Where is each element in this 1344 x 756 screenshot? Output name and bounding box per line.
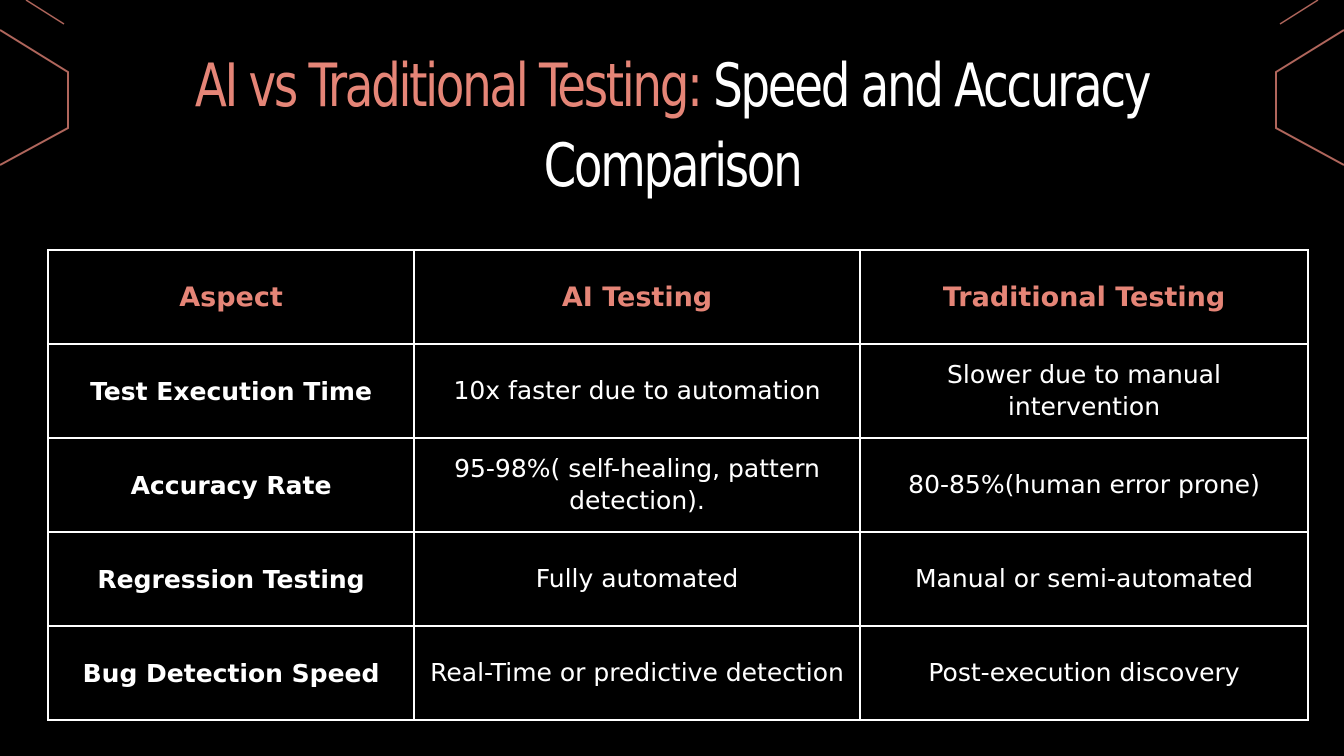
header-ai-testing: AI Testing <box>413 249 861 345</box>
row-aspect: Regression Testing <box>47 531 415 627</box>
table-row: Test Execution Time 10x faster due to au… <box>47 343 1309 439</box>
row-aspect: Test Execution Time <box>47 343 415 439</box>
corner-decoration-left <box>0 0 69 166</box>
row-ai-value: Fully automated <box>413 531 861 627</box>
corner-decoration-right <box>1275 0 1344 166</box>
row-ai-value: Real-Time or predictive detection <box>413 625 861 721</box>
header-traditional-testing: Traditional Testing <box>859 249 1309 345</box>
table-row: Regression Testing Fully automated Manua… <box>47 531 1309 627</box>
table-row: Bug Detection Speed Real-Time or predict… <box>47 625 1309 721</box>
row-ai-value: 95-98%( self-healing, pattern detection)… <box>413 437 861 533</box>
row-traditional-value: 80-85%(human error prone) <box>859 437 1309 533</box>
title-main: Speed and Accuracy Comparison <box>543 51 1152 201</box>
table-header-row: Aspect AI Testing Traditional Testing <box>47 249 1309 345</box>
table-row: Accuracy Rate 95-98%( self-healing, patt… <box>47 437 1309 533</box>
comparison-table: Aspect AI Testing Traditional Testing Te… <box>47 249 1309 721</box>
header-aspect: Aspect <box>47 249 415 345</box>
row-traditional-value: Slower due to manual intervention <box>859 343 1309 439</box>
row-traditional-value: Manual or semi-automated <box>859 531 1309 627</box>
page-title: AI vs Traditional Testing: Speed and Acc… <box>148 46 1196 206</box>
row-ai-value: 10x faster due to automation <box>413 343 861 439</box>
row-aspect: Bug Detection Speed <box>47 625 415 721</box>
row-aspect: Accuracy Rate <box>47 437 415 533</box>
row-traditional-value: Post-execution discovery <box>859 625 1309 721</box>
title-accent: AI vs Traditional Testing: <box>194 51 703 121</box>
